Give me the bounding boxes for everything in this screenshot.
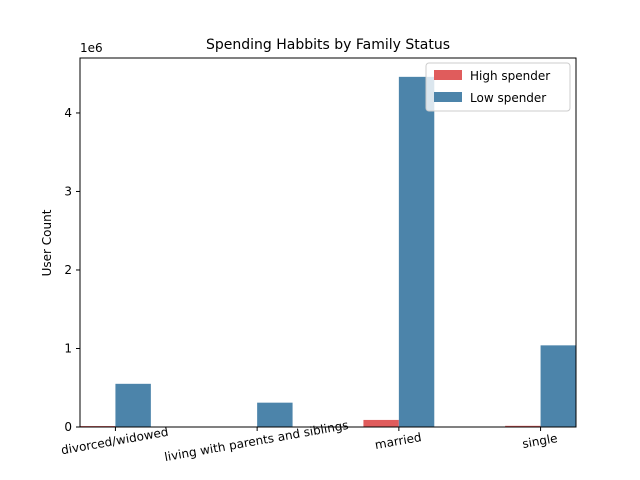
legend-label-1: Low spender	[470, 91, 546, 105]
x-tick-label-1: living with parents and siblings	[163, 418, 349, 464]
legend-swatch-0	[434, 70, 462, 80]
bar-high-2	[363, 419, 399, 427]
x-tick-label-0: divorced/widowed	[60, 425, 169, 458]
legend-label-0: High spender	[470, 69, 550, 83]
bar-low-2	[398, 76, 435, 427]
bar-low-1	[257, 402, 293, 427]
y-tick-label-4: 4	[64, 106, 72, 120]
chart-title: Spending Habbits by Family Status	[206, 37, 450, 53]
y-tick-label-2: 2	[64, 263, 72, 277]
legend-swatch-1	[434, 92, 462, 102]
x-tick-label-3: single	[521, 431, 558, 451]
bars-group	[80, 76, 576, 427]
y-tick-label-0: 0	[64, 420, 72, 434]
bar-low-0	[115, 383, 151, 427]
plot-frame	[79, 57, 577, 428]
bar-low-3	[540, 345, 576, 427]
legend: High spender Low spender	[425, 62, 571, 112]
x-tick-label-2: married	[374, 430, 423, 452]
y-tick-label-3: 3	[64, 184, 72, 198]
y-axis-label: User Count	[40, 209, 54, 276]
y-tick-label-1: 1	[64, 341, 72, 355]
y-axis-multiplier: 1e6	[80, 41, 103, 55]
y-axis: 0 1 2 3 4	[64, 106, 80, 434]
bar-high-3	[505, 425, 541, 427]
